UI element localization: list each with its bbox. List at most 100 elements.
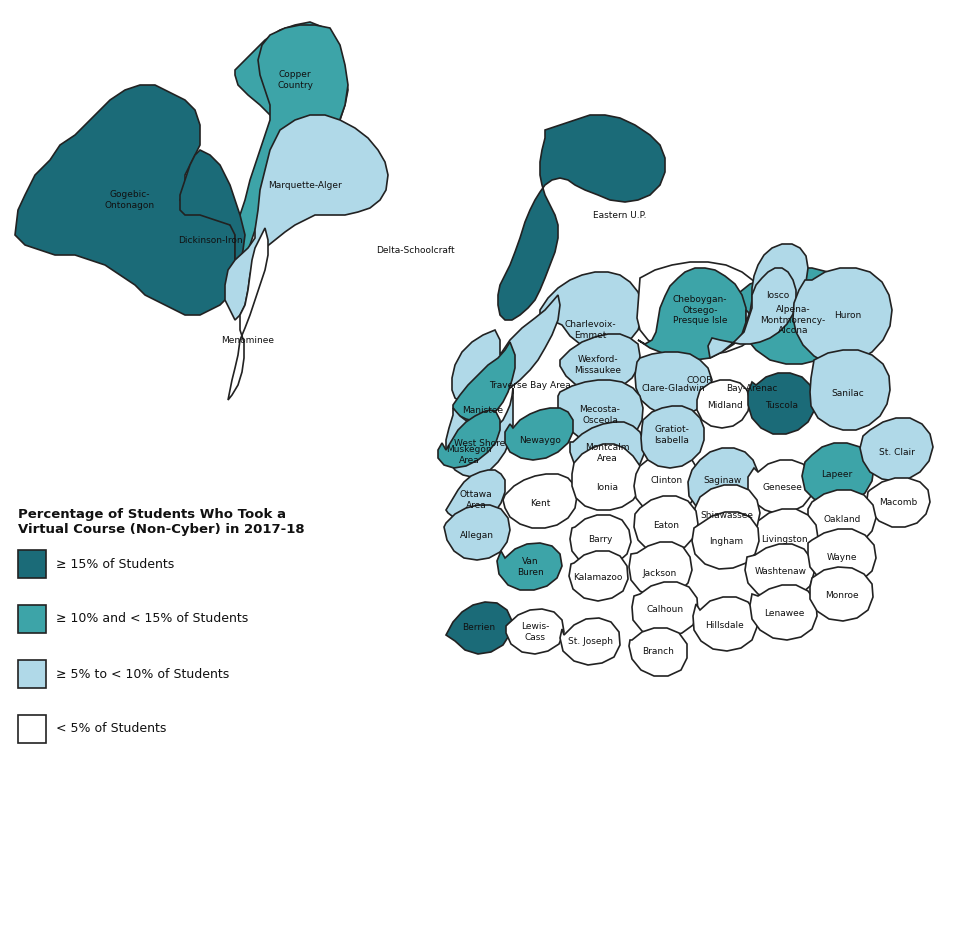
- Text: Clare-Gladwin: Clare-Gladwin: [641, 384, 705, 392]
- Text: Percentage of Students Who Took a
Virtual Course (Non-Cyber) in 2017-18: Percentage of Students Who Took a Virtua…: [18, 508, 304, 536]
- Polygon shape: [452, 295, 560, 405]
- Text: Macomb: Macomb: [878, 498, 917, 506]
- Polygon shape: [503, 474, 577, 528]
- Text: Branch: Branch: [642, 647, 674, 657]
- Polygon shape: [692, 512, 759, 569]
- Text: Sanilac: Sanilac: [831, 389, 864, 397]
- Polygon shape: [697, 380, 750, 428]
- Text: Copper
Country: Copper Country: [277, 70, 313, 90]
- Bar: [18, 660, 46, 688]
- Polygon shape: [860, 418, 933, 481]
- Polygon shape: [808, 529, 876, 584]
- Text: Manistee: Manistee: [463, 406, 504, 414]
- Polygon shape: [438, 410, 500, 468]
- Polygon shape: [235, 25, 348, 280]
- Polygon shape: [638, 268, 746, 360]
- Polygon shape: [745, 544, 814, 600]
- Polygon shape: [637, 262, 764, 355]
- Polygon shape: [497, 543, 562, 590]
- Polygon shape: [693, 597, 757, 651]
- Polygon shape: [569, 551, 628, 601]
- Polygon shape: [444, 505, 510, 560]
- Polygon shape: [446, 388, 513, 477]
- Text: Traverse Bay Area: Traverse Bay Area: [490, 380, 571, 390]
- Text: < 5% of Students: < 5% of Students: [56, 722, 166, 736]
- Polygon shape: [748, 509, 818, 567]
- Text: Midland: Midland: [708, 400, 743, 410]
- Text: Cheboygan-
Otsego-
Presque Isle: Cheboygan- Otsego- Presque Isle: [673, 295, 728, 325]
- Text: Allegan: Allegan: [460, 531, 494, 539]
- Text: Ingham: Ingham: [708, 538, 743, 546]
- Polygon shape: [15, 85, 240, 315]
- Polygon shape: [560, 618, 620, 665]
- Polygon shape: [225, 115, 388, 320]
- Bar: [18, 550, 46, 578]
- Text: Clinton: Clinton: [651, 476, 684, 484]
- Bar: [18, 715, 46, 743]
- Text: Gogebic-
Ontonagon: Gogebic- Ontonagon: [105, 191, 156, 210]
- Text: Barry: Barry: [588, 536, 612, 544]
- Text: Kent: Kent: [530, 499, 550, 507]
- Polygon shape: [629, 628, 687, 676]
- Text: ≥ 15% of Students: ≥ 15% of Students: [56, 557, 175, 571]
- Text: Van
Buren: Van Buren: [516, 557, 543, 576]
- Text: Alpena-
Montmorency-
Alcona: Alpena- Montmorency- Alcona: [760, 305, 826, 335]
- Text: Muskegon
Area: Muskegon Area: [446, 446, 492, 465]
- Text: Mecosta-
Osceola: Mecosta- Osceola: [580, 406, 620, 425]
- Text: Monroe: Monroe: [826, 592, 859, 600]
- Text: Genesee: Genesee: [762, 483, 802, 491]
- Polygon shape: [694, 485, 760, 547]
- Text: Iosco: Iosco: [766, 290, 790, 300]
- Polygon shape: [572, 444, 643, 510]
- Polygon shape: [560, 334, 640, 392]
- Text: Calhoun: Calhoun: [646, 606, 684, 614]
- Polygon shape: [808, 490, 876, 548]
- Text: Washtenaw: Washtenaw: [755, 568, 807, 576]
- Polygon shape: [708, 268, 796, 358]
- Polygon shape: [748, 373, 815, 434]
- Polygon shape: [867, 478, 930, 527]
- Polygon shape: [746, 244, 808, 322]
- Polygon shape: [180, 150, 245, 280]
- Text: Charlevoix-
Emmet: Charlevoix- Emmet: [564, 320, 615, 339]
- Text: Eastern U.P.: Eastern U.P.: [593, 210, 647, 220]
- Polygon shape: [629, 542, 692, 597]
- Text: Menominee: Menominee: [222, 336, 275, 344]
- Text: Oakland: Oakland: [824, 516, 861, 524]
- Polygon shape: [506, 609, 564, 654]
- Text: Hillsdale: Hillsdale: [706, 621, 744, 629]
- Text: St. Clair: St. Clair: [879, 447, 915, 457]
- Text: Huron: Huron: [834, 311, 862, 319]
- Polygon shape: [558, 380, 643, 445]
- Polygon shape: [505, 408, 573, 460]
- Text: Eaton: Eaton: [653, 520, 679, 530]
- Polygon shape: [688, 448, 758, 514]
- Bar: [18, 605, 46, 633]
- Text: ≥ 10% and < 15% of Students: ≥ 10% and < 15% of Students: [56, 612, 249, 626]
- Text: Ionia: Ionia: [596, 483, 618, 491]
- Polygon shape: [632, 582, 698, 637]
- Text: COOR: COOR: [686, 375, 713, 385]
- Polygon shape: [570, 422, 644, 479]
- Polygon shape: [446, 470, 505, 523]
- Polygon shape: [634, 496, 698, 553]
- Text: Ottawa
Area: Ottawa Area: [460, 490, 492, 510]
- Polygon shape: [228, 228, 268, 400]
- Text: Berrien: Berrien: [463, 624, 495, 632]
- Polygon shape: [793, 268, 892, 364]
- Text: Livingston: Livingston: [760, 536, 807, 544]
- Text: Dickinson-Iron: Dickinson-Iron: [178, 235, 242, 245]
- Polygon shape: [446, 602, 512, 654]
- Polygon shape: [810, 567, 873, 621]
- Text: Tuscola: Tuscola: [765, 400, 799, 410]
- Text: Saginaw: Saginaw: [704, 476, 742, 484]
- Text: St. Joseph: St. Joseph: [567, 637, 612, 647]
- Text: Gratiot-
Isabella: Gratiot- Isabella: [655, 426, 689, 445]
- Polygon shape: [235, 22, 348, 138]
- Text: Montcalm
Area: Montcalm Area: [585, 444, 629, 463]
- Text: Wexford-
Missaukee: Wexford- Missaukee: [574, 356, 621, 374]
- Text: Newaygo: Newaygo: [519, 435, 561, 445]
- Text: West Shore: West Shore: [454, 439, 506, 447]
- Text: Lewis-
Cass: Lewis- Cass: [521, 622, 549, 642]
- Text: Bay-Arenac: Bay-Arenac: [727, 384, 778, 392]
